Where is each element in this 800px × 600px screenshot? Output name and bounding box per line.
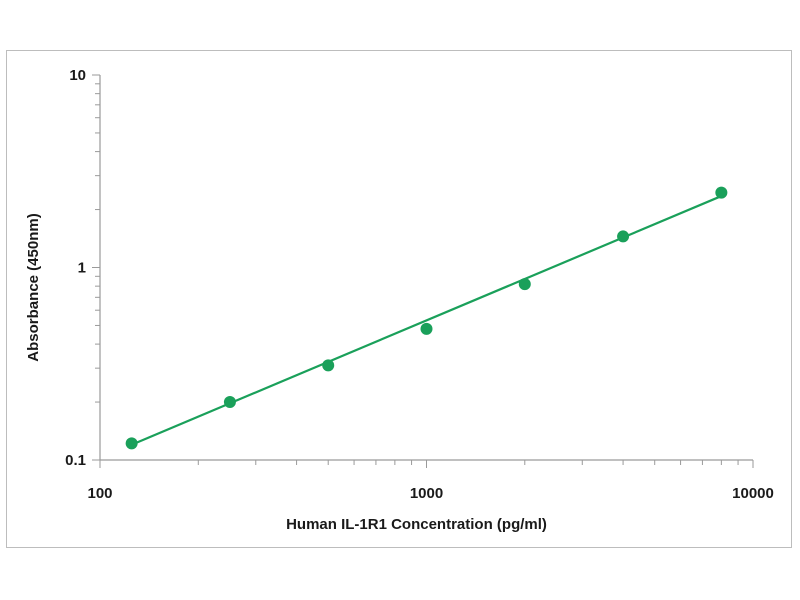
tick-marks: [92, 74, 754, 468]
axes: [99, 75, 753, 461]
chart-frame: [6, 50, 792, 548]
data-point: [518, 278, 531, 291]
data-point: [223, 396, 236, 409]
tick-labels: 100 1000 10000 0.1 1 10: [65, 67, 774, 502]
data-point: [322, 359, 335, 372]
y-axis-title: Absorbance (450nm): [25, 213, 42, 361]
data-point: [715, 186, 728, 199]
y-tick-label: 1: [78, 260, 86, 277]
y-tick-label: 10: [69, 67, 86, 84]
x-tick-label: 100: [87, 485, 112, 502]
data-point: [617, 230, 630, 243]
fit-line: [131, 195, 722, 446]
data-points: [125, 186, 728, 450]
x-tick-label: 10000: [732, 485, 774, 502]
y-tick-label: 0.1: [65, 452, 86, 469]
data-point: [420, 322, 433, 335]
x-tick-label: 1000: [410, 485, 443, 502]
data-point: [125, 437, 138, 450]
x-axis-title: Human IL-1R1 Concentration (pg/ml): [286, 516, 547, 533]
